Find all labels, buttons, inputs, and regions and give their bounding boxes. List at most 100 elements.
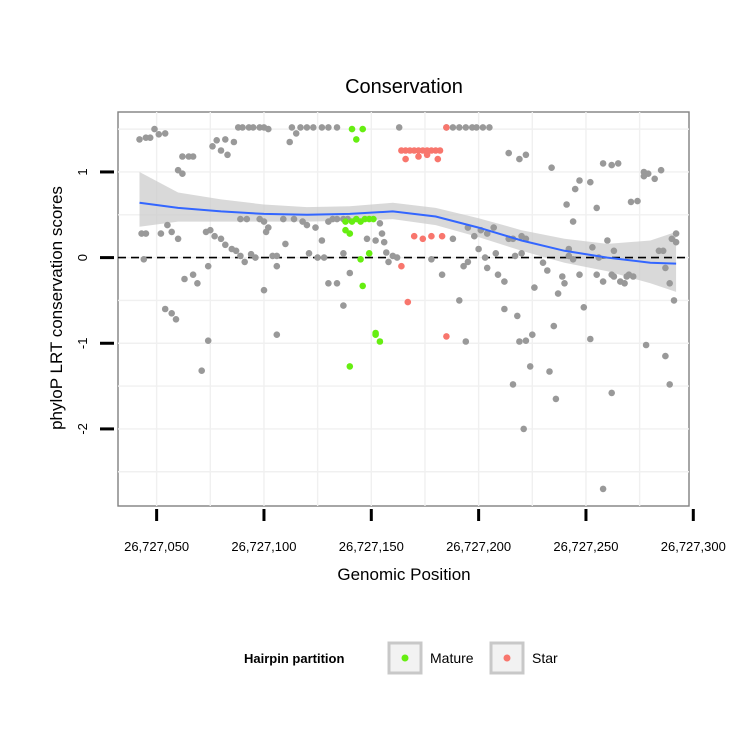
point-other xyxy=(340,302,347,309)
x-tick-label: 26,727,150 xyxy=(339,539,404,554)
point-other xyxy=(561,280,568,287)
point-other xyxy=(346,269,354,277)
point-star xyxy=(419,235,427,243)
point-other xyxy=(146,134,154,141)
legend-label-star: Star xyxy=(532,650,558,666)
point-mature xyxy=(353,136,360,143)
point-other xyxy=(438,271,446,279)
point-other xyxy=(273,331,281,339)
y-tick-label: 1 xyxy=(75,168,90,175)
legend-swatch-mature xyxy=(401,654,409,662)
point-other xyxy=(237,252,244,260)
point-other xyxy=(243,215,251,223)
point-other xyxy=(290,215,298,223)
point-other xyxy=(318,237,326,244)
point-other xyxy=(486,124,493,131)
legend-swatch-star xyxy=(503,654,511,662)
point-other xyxy=(174,235,182,243)
point-other xyxy=(544,267,551,274)
chart-title: Conservation xyxy=(345,76,463,98)
point-other xyxy=(395,124,403,131)
point-star xyxy=(434,155,442,163)
point-other xyxy=(222,136,229,143)
point-other xyxy=(589,244,596,251)
point-other xyxy=(531,284,538,291)
point-other xyxy=(204,337,212,345)
point-other xyxy=(204,262,212,270)
point-other xyxy=(179,153,186,160)
point-other xyxy=(333,280,341,287)
point-other xyxy=(340,250,347,257)
point-other xyxy=(501,278,508,285)
point-other xyxy=(333,215,341,223)
point-other xyxy=(522,337,530,345)
point-other xyxy=(599,160,607,167)
point-other xyxy=(288,124,296,131)
point-other xyxy=(320,254,328,261)
point-other xyxy=(662,264,669,272)
point-other xyxy=(280,215,287,223)
point-other xyxy=(608,389,615,397)
point-other xyxy=(672,238,680,246)
point-other xyxy=(522,151,530,159)
point-other xyxy=(610,273,618,280)
point-other xyxy=(516,338,523,345)
point-other xyxy=(252,254,259,261)
point-other xyxy=(292,130,300,137)
point-other xyxy=(494,271,502,279)
point-other xyxy=(449,235,457,243)
point-other xyxy=(548,164,555,171)
point-other xyxy=(273,252,281,260)
point-other xyxy=(554,290,562,297)
point-other xyxy=(325,280,332,287)
point-other xyxy=(385,258,392,266)
point-other xyxy=(464,258,472,266)
point-other xyxy=(172,316,180,323)
point-star xyxy=(404,298,412,306)
point-other xyxy=(666,280,673,287)
point-other xyxy=(599,278,607,285)
point-other xyxy=(213,137,220,144)
point-other xyxy=(640,172,648,180)
smooth-line xyxy=(139,201,677,265)
point-other xyxy=(481,254,489,261)
point-other xyxy=(659,247,667,255)
point-other xyxy=(483,264,491,272)
point-mature xyxy=(376,338,384,345)
point-other xyxy=(314,254,321,261)
point-star xyxy=(443,124,450,131)
point-star xyxy=(423,151,431,159)
point-other xyxy=(599,485,607,493)
point-other xyxy=(393,254,401,261)
point-other xyxy=(237,215,244,223)
legend-title: Hairpin partition xyxy=(244,651,344,666)
point-other xyxy=(207,226,214,234)
point-other xyxy=(260,218,268,225)
point-other xyxy=(516,155,523,163)
point-other xyxy=(492,250,500,257)
point-other xyxy=(634,197,641,205)
x-axis: 26,727,050 26,727,100 26,727,150 26,727,200… xyxy=(124,509,726,554)
point-other xyxy=(593,271,600,279)
y-tick-label: -1 xyxy=(75,338,90,350)
point-other xyxy=(325,124,332,131)
point-other xyxy=(151,125,158,133)
point-other xyxy=(194,280,201,287)
point-other xyxy=(318,124,326,131)
point-other xyxy=(286,138,294,146)
point-other xyxy=(380,238,388,246)
point-mature xyxy=(370,215,377,223)
point-other xyxy=(209,143,216,150)
legend-entries: Mature Star xyxy=(387,641,558,675)
x-tick-label: 26,727,200 xyxy=(446,539,511,554)
point-other xyxy=(610,247,618,255)
point-other xyxy=(230,138,238,146)
point-other xyxy=(460,262,467,270)
point-mature xyxy=(359,125,367,133)
point-other xyxy=(559,273,566,280)
y-tick-label: -2 xyxy=(75,423,90,435)
y-tick-label: 0 xyxy=(75,254,90,261)
point-other xyxy=(670,297,678,304)
point-other xyxy=(608,161,615,169)
point-other xyxy=(657,166,665,174)
